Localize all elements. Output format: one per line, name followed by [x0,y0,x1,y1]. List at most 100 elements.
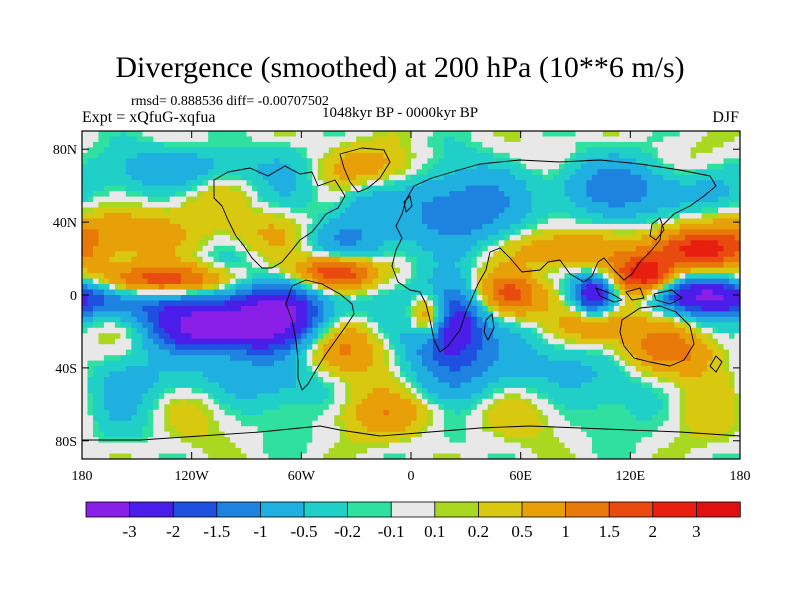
field-cell [460,305,467,312]
field-cell [575,311,582,318]
field-cell [685,284,692,291]
field-cell [312,174,319,181]
field-cell [498,333,505,340]
field-cell [136,207,143,214]
field-cell [328,196,335,203]
field-cell [136,284,143,291]
field-cell [153,207,160,214]
field-cell [630,311,637,318]
field-cell [109,202,116,209]
field-cell [202,136,209,143]
field-cell [400,202,407,209]
field-cell [301,295,308,302]
field-cell [251,169,259,176]
field-cell [328,223,335,230]
field-cell [125,218,132,225]
field-cell [197,295,204,302]
field-cell [98,202,105,209]
field-cell [356,185,363,192]
field-cell [465,278,472,285]
field-cell [608,240,615,247]
field-cell [586,338,593,345]
field-cell [339,295,346,302]
field-cell [312,131,319,138]
field-cell [696,180,703,187]
field-cell [180,213,187,220]
field-cell [328,234,335,241]
field-cell [679,322,686,329]
field-cell [559,284,566,291]
field-cell [449,207,456,214]
field-cell [646,131,653,138]
field-cell [114,141,121,148]
field-cell [400,295,407,302]
field-cell [515,234,522,241]
field-cell [542,152,549,159]
field-cell [537,131,544,138]
field-cell [197,180,204,187]
field-cell [537,223,544,230]
field-cell [383,284,390,291]
field-cell [131,322,138,329]
field-cell [454,202,461,209]
field-cell [103,300,111,307]
field-cell [570,180,577,187]
field-cell [208,262,215,269]
field-cell [197,207,204,214]
field-cell [718,131,725,138]
field-cell [251,136,259,143]
field-cell [690,311,697,318]
field-cell [443,251,450,258]
field-cell [597,305,604,312]
field-cell [674,152,681,159]
field-cell [169,327,176,334]
field-cell [186,185,193,192]
field-cell [652,152,659,159]
field-cell [509,185,516,192]
field-cell [98,322,105,329]
field-cell [389,147,396,154]
field-cell [213,207,220,214]
field-cell [251,234,259,241]
field-cell [438,305,445,312]
field-cell [690,180,697,187]
field-cell [175,322,182,329]
field-cell [575,191,582,198]
field-cell [438,223,445,230]
field-cell [230,251,237,258]
field-cell [619,267,626,274]
field-cell [356,289,363,296]
field-cell [175,284,182,291]
field-cell [383,147,390,154]
field-cell [334,305,341,312]
field-cell [432,163,440,170]
field-cell [394,163,401,170]
field-cell [548,229,555,236]
field-cell [345,267,352,274]
field-cell [350,131,357,138]
field-cell [405,158,412,165]
field-cell [449,245,456,252]
field-cell [553,338,560,345]
field-cell [630,256,637,263]
field-cell [350,327,357,334]
field-cell [460,349,467,356]
field-cell [559,327,566,334]
field-cell [82,213,89,220]
field-cell [197,322,204,329]
field-cell [180,147,187,154]
field-cell [635,273,642,280]
field-cell [421,338,429,345]
field-cell [591,305,599,312]
field-cell [542,234,549,241]
field-cell [624,218,631,225]
field-cell [531,349,538,356]
field-cell [367,185,374,192]
field-cell [372,267,379,274]
field-cell [257,284,264,291]
field-cell [734,256,740,263]
field-cell [613,256,620,263]
field-cell [317,284,324,291]
field-cell [685,223,692,230]
field-cell [701,278,708,285]
